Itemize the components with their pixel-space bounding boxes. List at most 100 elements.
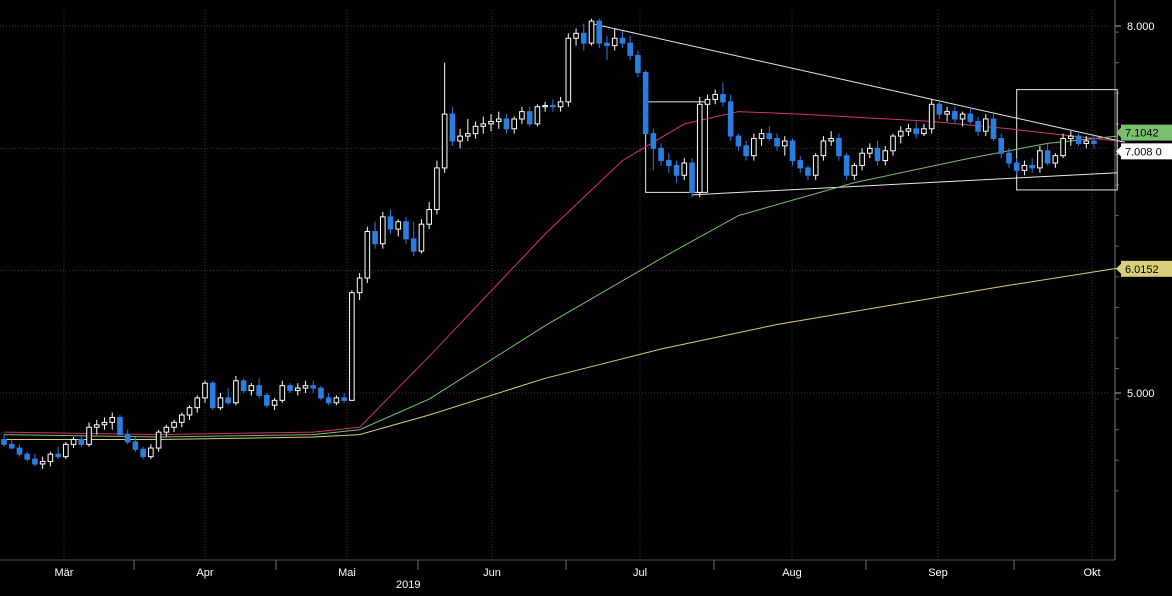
candle: [318, 385, 324, 401]
candle: [109, 412, 116, 430]
candle: [689, 158, 695, 198]
candle-body: [47, 453, 54, 463]
candle-body: [202, 382, 208, 399]
candle-body: [611, 37, 618, 47]
candle: [511, 116, 518, 134]
candle-body: [155, 431, 162, 449]
candle-body: [751, 138, 757, 157]
candle: [47, 451, 54, 467]
candle: [1060, 133, 1066, 159]
candle: [1044, 143, 1051, 166]
candle-body: [1013, 162, 1020, 171]
value-tag-label: 7.1042: [1125, 128, 1159, 140]
candle: [457, 128, 463, 149]
candle-body: [248, 385, 255, 392]
candle-body: [148, 447, 154, 458]
x-tick-label: Okt: [1083, 567, 1100, 579]
candle: [550, 99, 556, 112]
candle-body: [843, 155, 850, 176]
candle-body: [93, 424, 100, 428]
candle: [465, 118, 471, 141]
candle: [580, 23, 587, 51]
candle: [843, 153, 850, 181]
candle: [789, 138, 796, 166]
candle: [372, 221, 378, 249]
candle-body: [1068, 135, 1074, 140]
candle: [70, 437, 77, 449]
candle-body: [619, 37, 626, 44]
candle-body: [959, 113, 966, 120]
candle-body: [874, 147, 881, 162]
candle: [534, 104, 541, 127]
value-tag-pointer: [1116, 127, 1121, 138]
candle-body: [403, 221, 409, 240]
candle: [921, 123, 927, 137]
candle: [704, 94, 711, 110]
value-tag-box: [1121, 124, 1172, 141]
candle: [86, 422, 92, 447]
candle: [758, 128, 765, 146]
candle: [797, 155, 804, 173]
candle-body: [387, 216, 394, 230]
candle-body: [952, 111, 958, 120]
candle: [874, 140, 881, 166]
candle: [805, 165, 811, 181]
candle-body: [781, 140, 788, 147]
candle: [588, 18, 595, 46]
candle: [55, 446, 61, 460]
value-tag-label: 7.008 0: [1125, 146, 1162, 158]
candle: [1052, 153, 1059, 168]
candle-body: [998, 138, 1005, 154]
candle-body: [944, 111, 950, 115]
candle: [751, 133, 757, 161]
candle-body: [302, 385, 309, 389]
candle-body: [689, 162, 695, 193]
candle: [1029, 158, 1035, 173]
trendline-resistance: [591, 23, 1126, 143]
candle-body: [379, 216, 386, 245]
candle: [1, 434, 7, 447]
candle-body: [434, 167, 440, 210]
candle-body: [1037, 150, 1043, 169]
candle-body: [867, 147, 873, 154]
candle: [905, 123, 912, 137]
candle-body: [812, 155, 819, 176]
candle: [472, 121, 479, 139]
candle: [557, 96, 564, 112]
ma-mid-line: [3, 135, 1118, 438]
candle-body: [441, 113, 448, 169]
candle: [611, 28, 618, 51]
candle-body: [256, 385, 262, 396]
candle-body: [557, 101, 564, 108]
candle-body: [503, 118, 510, 130]
candle-body: [8, 443, 15, 449]
candle-body: [163, 426, 170, 433]
candle-body: [758, 133, 765, 140]
candle: [944, 106, 950, 122]
candle: [635, 50, 641, 78]
candle-body: [310, 385, 317, 389]
x-tick-label: Sep: [928, 567, 948, 579]
candle-body: [418, 223, 425, 252]
candle-body: [565, 37, 572, 103]
candle: [410, 221, 417, 256]
candle-body: [982, 118, 989, 132]
candle: [897, 126, 904, 144]
candle-body: [658, 147, 664, 162]
candle-body: [704, 98, 711, 105]
candle-body: [789, 140, 796, 162]
candle: [542, 101, 548, 112]
candle-body: [117, 416, 123, 436]
candle-body: [905, 128, 912, 132]
trendline-support: [691, 172, 1118, 196]
candle: [681, 158, 688, 181]
candle-body: [279, 385, 286, 401]
candle: [666, 153, 672, 173]
candle: [32, 454, 38, 467]
candle-body: [580, 32, 587, 44]
candle: [952, 106, 958, 124]
candle: [202, 380, 208, 403]
candle-body: [526, 111, 533, 125]
candle-body: [1006, 152, 1012, 164]
candle: [1083, 136, 1090, 149]
